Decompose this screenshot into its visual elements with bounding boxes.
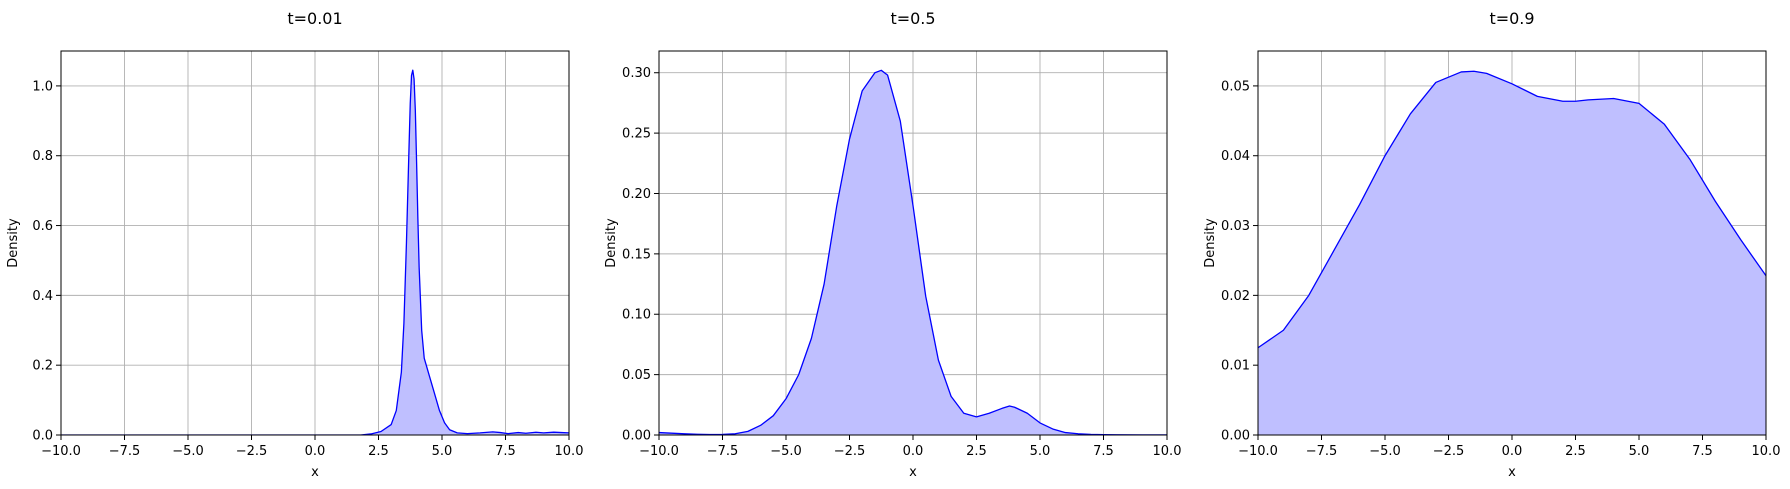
density-area	[1258, 71, 1766, 435]
density-line	[61, 69, 569, 435]
y-tick-label: 0.10	[622, 308, 651, 323]
chart-panel-1: −10.0 −7.5 −5.0 −2.5 0.0 2.5 5.0 7.5 10.0 0.0 0.2 0…	[6, 9, 583, 480]
y-tick-label: 0.8	[32, 149, 53, 164]
y-tick-label: 0.01	[1221, 359, 1250, 374]
x-tick-label: 5.0	[1629, 444, 1650, 459]
y-axis-label: Density	[1203, 218, 1218, 268]
x-tick-label: 2.5	[1565, 444, 1586, 459]
y-tick-label: 0.00	[1221, 429, 1250, 444]
x-tick-label: −2.5	[834, 444, 866, 459]
y-tick-label: 0.6	[32, 219, 53, 234]
x-axis-label: x	[311, 465, 319, 480]
y-axis-label: Density	[6, 218, 21, 268]
x-tick-label: −10.0	[639, 444, 679, 459]
chart-title: t=0.5	[890, 9, 935, 28]
x-tick-label: 7.5	[1093, 444, 1114, 459]
y-tick-label: 1.0	[32, 79, 53, 94]
x-tick-label: 7.5	[495, 444, 516, 459]
y-tick-label: 0.0	[32, 429, 53, 444]
x-tick-label: 10.0	[555, 444, 584, 459]
x-axis-label: x	[909, 465, 917, 480]
y-tick-label: 0.02	[1221, 289, 1250, 304]
x-tick-label: −5.0	[172, 444, 204, 459]
y-tick-label: 0.25	[622, 127, 651, 142]
density-line	[1258, 70, 1766, 349]
x-tick-label: −7.5	[1306, 444, 1338, 459]
x-tick-label: 10.0	[1153, 444, 1182, 459]
y-tick-label: 0.04	[1221, 149, 1250, 164]
x-tick-label: −7.5	[707, 444, 739, 459]
chart-panel-3: −10.0 −7.5 −5.0 −2.5 0.0 2.5 5.0 7.5 10.0 0.00 0.0…	[1203, 9, 1780, 480]
y-tick-label: 0.20	[622, 187, 651, 202]
x-tick-label: 0.0	[903, 444, 924, 459]
chart-title: t=0.01	[287, 9, 342, 28]
y-tick-label: 0.30	[622, 66, 651, 81]
y-tick-label: 0.05	[1221, 79, 1250, 94]
y-tick-label: 0.00	[622, 429, 651, 444]
x-tick-label: 5.0	[432, 444, 453, 459]
y-tick-label: 0.4	[32, 289, 53, 304]
chart-panel-2: −10.0 −7.5 −5.0 −2.5 0.0 2.5 5.0 7.5 10.0 0.00 0.0…	[604, 9, 1181, 480]
density-line	[659, 69, 1167, 435]
x-tick-label: 0.0	[305, 444, 326, 459]
x-tick-label: 7.5	[1692, 444, 1713, 459]
x-tick-label: −2.5	[1433, 444, 1465, 459]
y-tick-label: 0.05	[622, 368, 651, 383]
x-tick-label: −7.5	[109, 444, 141, 459]
x-tick-label: −5.0	[1369, 444, 1401, 459]
y-axis-label: Density	[604, 218, 619, 268]
chart-title: t=0.9	[1489, 9, 1534, 28]
x-axis-label: x	[1508, 465, 1516, 480]
y-tick-label: 0.2	[32, 359, 53, 374]
x-tick-label: 2.5	[966, 444, 987, 459]
x-tick-label: −5.0	[770, 444, 802, 459]
x-tick-label: −2.5	[236, 444, 268, 459]
density-area	[659, 70, 1167, 435]
y-tick-label: 0.03	[1221, 219, 1250, 234]
y-tick-label: 0.15	[622, 247, 651, 262]
x-tick-label: −10.0	[41, 444, 81, 459]
x-tick-label: 0.0	[1502, 444, 1523, 459]
x-tick-label: 10.0	[1752, 444, 1781, 459]
x-tick-label: 2.5	[368, 444, 389, 459]
x-tick-label: 5.0	[1030, 444, 1051, 459]
x-tick-label: −10.0	[1238, 444, 1278, 459]
